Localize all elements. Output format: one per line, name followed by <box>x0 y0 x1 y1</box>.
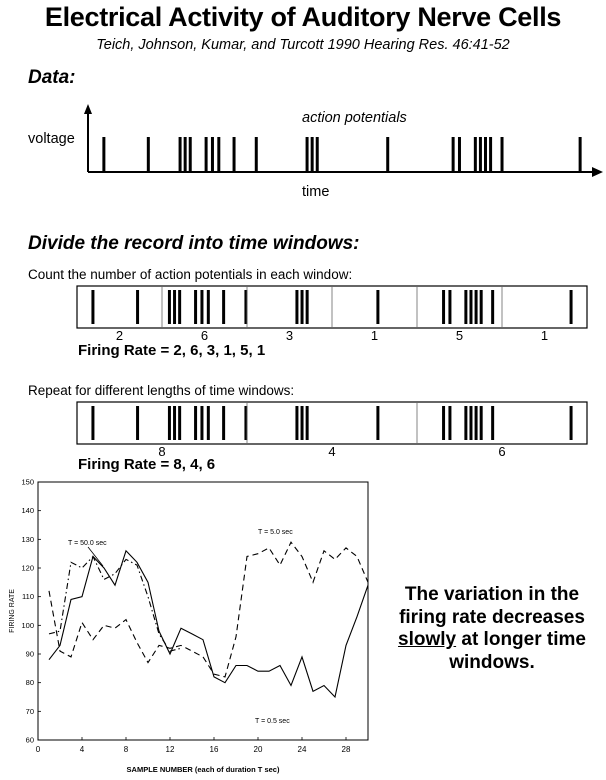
x-tick-label: 8 <box>124 745 129 754</box>
series-label-t50: T = 50.0 sec <box>68 540 107 547</box>
repeat-instruction: Repeat for different lengths of time win… <box>28 383 295 398</box>
series-label-t05: T = 0.5 sec <box>255 718 290 725</box>
firing-rate-six: Firing Rate = 2, 6, 3, 1, 5, 1 <box>78 342 266 359</box>
divide-heading: Divide the record into time windows: <box>28 233 360 254</box>
y-tick-label: 80 <box>26 678 34 687</box>
six-window-record: 2 6 3 1 5 1 <box>76 285 588 342</box>
note-underlined-word: slowly <box>398 629 457 650</box>
x-tick-label: 16 <box>210 745 219 754</box>
x-tick-label: 24 <box>298 745 307 754</box>
voltage-axis-arrow <box>84 104 92 114</box>
series-line-t5 <box>48 541 369 678</box>
note-line-3-rest: at longer time <box>456 629 586 650</box>
x-tick-label: 28 <box>342 745 351 754</box>
voltage-trace-diagram: action potentials voltage time <box>28 104 603 200</box>
x-tick-label: 12 <box>166 745 175 754</box>
three-window-record: 8 4 6 <box>76 401 588 458</box>
time-label: time <box>302 184 329 200</box>
data-heading: Data: <box>28 67 76 88</box>
y-tick-label: 130 <box>21 535 34 544</box>
window-count: 4 <box>328 444 335 458</box>
voltage-label: voltage <box>28 131 75 147</box>
citation: Teich, Johnson, Kumar, and Turcott 1990 … <box>96 37 510 53</box>
note-line-2: firing rate decreases <box>399 606 585 628</box>
y-tick-label: 90 <box>26 650 34 659</box>
count-instruction: Count the number of action potentials in… <box>28 267 353 282</box>
time-axis-arrow <box>592 167 603 177</box>
y-tick-label: 110 <box>22 592 34 601</box>
note-line-4: windows. <box>449 651 535 673</box>
x-axis-label: SAMPLE NUMBER (each of duration T sec) <box>127 765 280 774</box>
note-line-1: The variation in the <box>404 584 580 605</box>
y-tick-label: 140 <box>21 506 34 515</box>
x-tick-label: 20 <box>254 745 263 754</box>
action-potentials-label: action potentials <box>302 110 407 126</box>
window-count: 8 <box>158 444 165 458</box>
series-line-t50 <box>48 555 182 652</box>
window-count: 2 <box>116 328 123 342</box>
window-count: 1 <box>541 328 548 342</box>
x-tick-label: 4 <box>80 745 85 754</box>
series-label-pointer <box>87 546 104 567</box>
window-count: 5 <box>456 328 463 342</box>
y-tick-label: 120 <box>21 564 34 573</box>
note-line-3: slowly at longer time <box>384 629 600 652</box>
plot-frame <box>37 481 369 741</box>
y-tick-label: 60 <box>26 736 34 745</box>
window-count: 6 <box>201 328 208 342</box>
window-count: 6 <box>498 444 505 458</box>
conclusion-note: The variation in the firing rate decreas… <box>384 584 600 674</box>
y-tick-label: 100 <box>21 621 34 630</box>
x-tick-label: 0 <box>36 745 41 754</box>
y-axis-label: FIRING RATE <box>9 589 16 633</box>
firing-rate-three: Firing Rate = 8, 4, 6 <box>78 456 216 473</box>
record-box <box>76 401 588 445</box>
y-tick-label: 150 <box>21 478 34 487</box>
window-count: 3 <box>286 328 293 342</box>
y-tick-label: 70 <box>26 707 34 716</box>
window-count: 1 <box>371 328 378 342</box>
page-title: Electrical Activity of Auditory Nerve Ce… <box>44 2 562 32</box>
series-label-t5: T = 5.0 sec <box>258 529 293 536</box>
series-line-t05 <box>48 549 369 699</box>
